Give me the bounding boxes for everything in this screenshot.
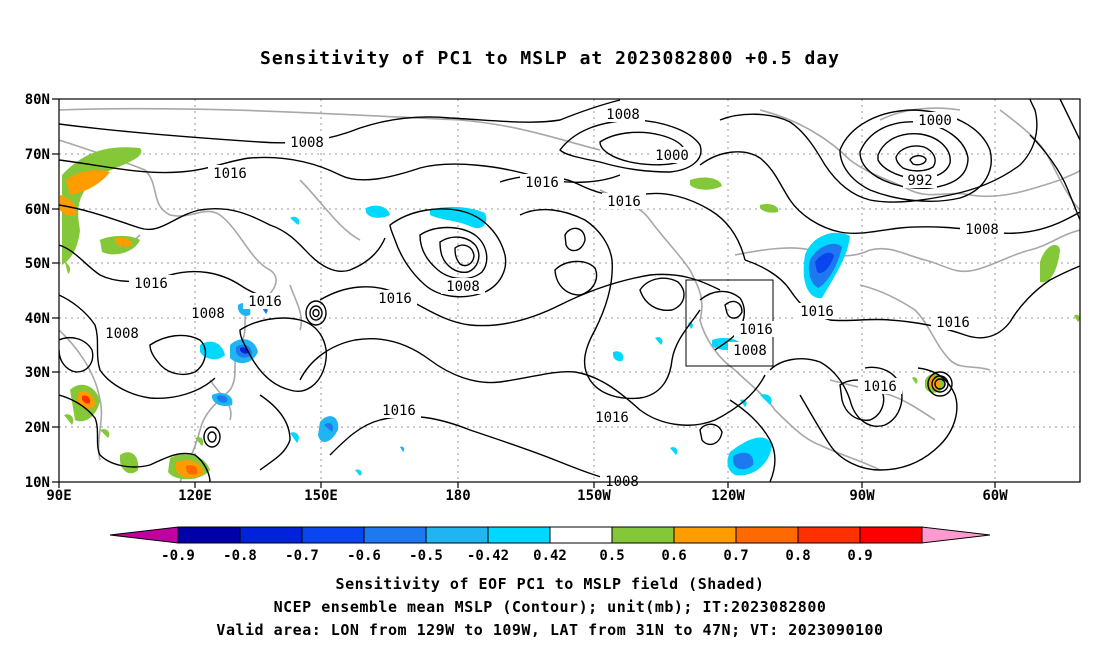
colorbar-label: -0.9 [161,548,195,560]
svg-text:1008: 1008 [446,279,480,295]
lon-label: 120W [711,488,745,504]
lat-label: 20N [25,420,50,436]
contour-label: 1016 [734,321,778,338]
contour-label: 1016 [377,402,421,419]
svg-text:1008: 1008 [105,326,139,342]
svg-text:1016: 1016 [607,194,641,210]
axis-ticks [52,98,996,488]
contour-label: 1008 [728,342,772,359]
contour-label: 1016 [373,290,417,307]
chart-title: Sensitivity of PC1 to MSLP at 2023082800… [259,48,840,69]
colorbar-box [673,526,737,544]
contour-label: 992 [903,172,937,189]
colorbar-label: -0.6 [347,548,381,560]
lon-label: 60W [982,488,1008,504]
contour-label: 1016 [243,293,287,310]
contour-label: 1016 [602,193,646,210]
contour-label: 1016 [208,165,252,182]
contour-labels: 1008 1016 1016 1008 1016 1008 1016 1008 … [100,106,1004,490]
colorbar-box [735,526,799,544]
colorbar-box [425,526,489,544]
contour-label: 1016 [931,314,975,331]
colorbar-label: 0.8 [785,548,810,560]
svg-text:1016: 1016 [213,166,247,182]
lon-label: 90W [849,488,875,504]
svg-text:1016: 1016 [134,276,168,292]
contour-label: 1016 [858,378,902,395]
contour-label: 1000 [913,112,957,129]
lon-label: 120E [178,488,212,504]
svg-text:1016: 1016 [739,322,773,338]
svg-text:1008: 1008 [290,135,324,151]
caption-valid-area: Valid area: LON from 129W to 109W, LAT f… [216,621,884,639]
contour-label: 1000 [650,147,694,164]
lat-label: 60N [25,202,50,218]
contour-label: 1016 [795,303,839,320]
contour-label: 1008 [441,278,485,295]
lat-label: 10N [25,475,50,491]
colorbar-box [177,526,241,544]
colorbar-tip-right [921,526,991,544]
contour-label: 1016 [590,409,634,426]
contour-label: 1016 [129,275,173,292]
latitude-labels: 80N 70N 60N 50N 40N 30N 20N 10N [25,92,50,491]
svg-text:1000: 1000 [918,113,952,129]
lat-label: 40N [25,311,50,327]
lon-label: 90E [46,488,71,504]
colorbar-label: 0.9 [847,548,872,560]
svg-text:1008: 1008 [191,306,225,322]
lon-label: 150W [577,488,611,504]
sensitivity-shading [60,147,1080,480]
svg-text:1016: 1016 [863,379,897,395]
svg-text:1016: 1016 [378,291,412,307]
svg-text:1016: 1016 [595,410,629,426]
colorbar-box [797,526,861,544]
colorbar-box [487,526,551,544]
svg-text:1016: 1016 [800,304,834,320]
svg-text:1008: 1008 [606,107,640,123]
lat-label: 30N [25,365,50,381]
colorbar-label: -0.5 [409,548,443,560]
svg-text:1016: 1016 [525,175,559,191]
colorbar-box [239,526,303,544]
contour-label: 1016 [520,174,564,191]
svg-text:992: 992 [907,173,932,189]
svg-text:1008: 1008 [965,222,999,238]
lat-label: 50N [25,256,50,272]
svg-text:1008: 1008 [733,343,767,359]
colorbar: -0.9 -0.8 -0.7 -0.6 -0.5 -0.42 0.42 0.5 0.6 0.7 0.… [109,526,991,560]
svg-text:1016: 1016 [248,294,282,310]
contour-label: 1008 [960,221,1004,238]
lon-label: 150E [304,488,338,504]
plot-frame [58,98,1081,483]
colorbar-label: -0.8 [223,548,257,560]
colorbar-label: 0.7 [723,548,748,560]
lat-label: 70N [25,147,50,163]
svg-text:1016: 1016 [936,315,970,331]
lat-label: 80N [25,92,50,108]
longitude-labels: 90E 120E 150E 180 150W 120W 90W 60W [46,488,1008,504]
colorbar-box [549,526,613,544]
svg-text:1016: 1016 [382,403,416,419]
colorbar-label: -0.7 [285,548,319,560]
colorbar-box [363,526,427,544]
contour-label: 1008 [601,106,645,123]
caption-contour: NCEP ensemble mean MSLP (Contour); unit(… [273,598,827,616]
caption-shading: Sensitivity of EOF PC1 to MSLP field (Sh… [335,575,765,593]
svg-text:1000: 1000 [655,148,689,164]
sensitivity-map: 1008 1016 1016 1008 1016 1008 1016 1008 … [25,92,1081,560]
plot-area [59,99,1080,482]
lon-label: 180 [445,488,470,504]
colorbar-label: 0.6 [661,548,686,560]
colorbar-label: -0.42 [467,548,509,560]
contour-label: 1008 [100,325,144,342]
contour-label: 1008 [186,305,230,322]
colorbar-box [611,526,675,544]
colorbar-box [859,526,923,544]
colorbar-box [301,526,365,544]
colorbar-tip-left [109,526,179,544]
colorbar-label: 0.42 [533,548,567,560]
contour-label: 1008 [285,134,329,151]
colorbar-label: 0.5 [599,548,624,560]
